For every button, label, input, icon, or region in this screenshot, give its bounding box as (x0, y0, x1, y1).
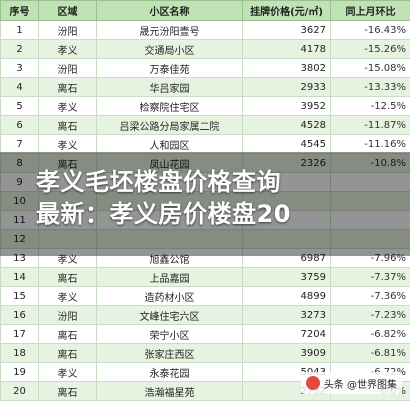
cell-area: 离石 (39, 382, 97, 401)
cell-name: 文峰住宅六区 (97, 306, 243, 325)
header-area: 区域 (39, 1, 97, 21)
toutiao-logo-icon (306, 376, 320, 390)
cell-area: 离石 (39, 78, 97, 97)
cell-area: 汾阳 (39, 21, 97, 40)
cell-index: 3 (1, 59, 39, 78)
cell-price: 3909 (243, 344, 331, 363)
cell-change: -7.37% (331, 268, 410, 287)
cell-name: 吕梁公路分局家属二院 (97, 116, 243, 135)
cell-name: 造药材小区 (97, 287, 243, 306)
cell-area: 离石 (39, 268, 97, 287)
cell-change: -7.36% (331, 287, 410, 306)
cell-area: 孝义 (39, 40, 97, 59)
cell-price: 3759 (243, 268, 331, 287)
cell-area: 离石 (39, 344, 97, 363)
cell-name: 上品嘉园 (97, 268, 243, 287)
cell-index: 6 (1, 116, 39, 135)
cell-index: 14 (1, 268, 39, 287)
cell-index: 17 (1, 325, 39, 344)
cell-price: 4178 (243, 40, 331, 59)
cell-change: -6.81% (331, 344, 410, 363)
cell-area: 汾阳 (39, 59, 97, 78)
cell-area: 孝义 (39, 287, 97, 306)
cell-price: 3802 (243, 59, 331, 78)
header-change: 同上月环比 (331, 1, 410, 21)
cell-area: 离石 (39, 116, 97, 135)
cell-name: 永泰花园 (97, 363, 243, 382)
cell-price: 7204 (243, 325, 331, 344)
cell-price: 3627 (243, 21, 331, 40)
header-name: 小区名称 (97, 1, 243, 21)
table-header-row: 序号 区域 小区名称 挂牌价格(元/㎡) 同上月环比 (1, 1, 410, 21)
cell-area: 孝义 (39, 97, 97, 116)
cell-name: 人和园区 (97, 135, 243, 154)
cell-change: -15.08% (331, 59, 410, 78)
cell-index: 1 (1, 21, 39, 40)
header-price: 挂牌价格(元/㎡) (243, 1, 331, 21)
header-index: 序号 (1, 1, 39, 21)
cell-name: 浩瀚福星苑 (97, 382, 243, 401)
cell-name: 万泰佳苑 (97, 59, 243, 78)
cell-name: 张家庄西区 (97, 344, 243, 363)
cell-price: 4899 (243, 287, 331, 306)
cell-price: 4528 (243, 116, 331, 135)
cell-change: -6.82% (331, 325, 410, 344)
cell-change: -11.87% (331, 116, 410, 135)
cell-index: 4 (1, 78, 39, 97)
watermark: 头条 @世界图集 (301, 372, 402, 394)
cell-change: -13.33% (331, 78, 410, 97)
headline-line-1: 孝义毛坯楼盘价格查询 (36, 166, 408, 198)
cell-area: 孝义 (39, 135, 97, 154)
cell-name: 检察院住宅区 (97, 97, 243, 116)
cell-name: 华吕家园 (97, 78, 243, 97)
cell-index: 2 (1, 40, 39, 59)
cell-area: 离石 (39, 325, 97, 344)
cell-index: 20 (1, 382, 39, 401)
cell-index: 15 (1, 287, 39, 306)
cell-change: -16.43% (331, 21, 410, 40)
cell-name: 晟元汾阳壹号 (97, 21, 243, 40)
cell-price: 3273 (243, 306, 331, 325)
cell-price: 3952 (243, 97, 331, 116)
cell-index: 18 (1, 344, 39, 363)
cell-change: -15.26% (331, 40, 410, 59)
cell-index: 5 (1, 97, 39, 116)
cell-change: -7.23% (331, 306, 410, 325)
cell-area: 汾阳 (39, 306, 97, 325)
headline: 孝义毛坯楼盘价格查询 最新：孝义房价楼盘20 (36, 166, 408, 230)
cell-index: 16 (1, 306, 39, 325)
cell-index: 7 (1, 135, 39, 154)
watermark-text: 头条 @世界图集 (324, 376, 397, 391)
cell-change: -11.16% (331, 135, 410, 154)
cell-index: 19 (1, 363, 39, 382)
cell-name: 交通局小区 (97, 40, 243, 59)
cell-name: 荣宁小区 (97, 325, 243, 344)
cell-price: 4545 (243, 135, 331, 154)
headline-line-2: 最新：孝义房价楼盘20 (36, 198, 408, 230)
cell-price: 2933 (243, 78, 331, 97)
cell-change: -12.5% (331, 97, 410, 116)
cell-area: 孝义 (39, 363, 97, 382)
